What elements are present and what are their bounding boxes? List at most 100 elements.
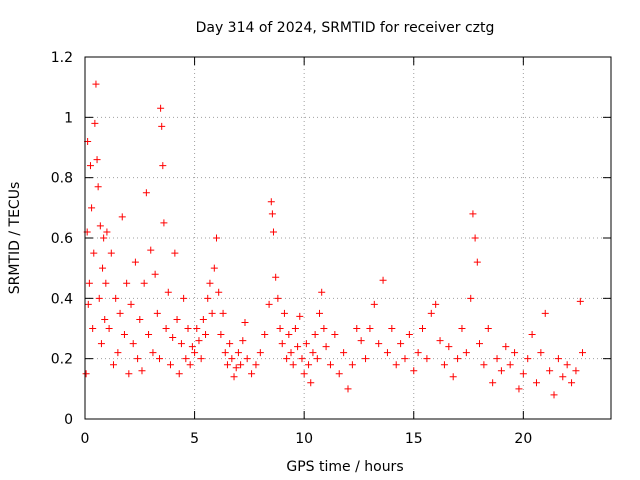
data-point	[102, 279, 110, 287]
data-point	[353, 325, 361, 332]
data-point	[480, 361, 488, 369]
data-point	[142, 189, 150, 197]
y-axis-label: SRMTID / TECUs	[7, 182, 23, 295]
data-point	[576, 297, 584, 305]
data-point	[93, 156, 101, 164]
data-point	[241, 318, 249, 326]
data-point	[331, 331, 339, 339]
data-point	[157, 104, 165, 112]
data-point	[502, 343, 510, 351]
data-point	[471, 234, 479, 242]
data-point	[114, 349, 122, 357]
data-point	[180, 294, 188, 302]
data-point	[511, 349, 519, 357]
data-point	[278, 340, 286, 348]
data-point	[397, 340, 405, 348]
data-point	[302, 340, 310, 348]
data-point	[524, 355, 532, 363]
data-point	[182, 355, 190, 363]
data-point	[322, 343, 330, 351]
data-point	[89, 325, 97, 332]
data-point	[316, 309, 324, 317]
data-point	[191, 349, 199, 357]
data-point	[291, 325, 299, 332]
data-point	[136, 315, 144, 323]
data-point	[90, 249, 98, 257]
data-point	[82, 370, 90, 378]
data-point	[309, 349, 317, 357]
data-point	[537, 349, 545, 357]
data-point	[204, 294, 212, 302]
data-point	[519, 370, 527, 378]
data-point	[88, 204, 96, 212]
data-point	[572, 367, 580, 375]
x-tick-label: 5	[190, 431, 199, 447]
data-point	[272, 273, 280, 281]
data-point	[101, 315, 109, 323]
data-point	[100, 234, 108, 242]
data-point	[208, 309, 216, 317]
data-point	[85, 279, 93, 287]
data-point	[379, 276, 387, 284]
data-point	[432, 300, 440, 308]
data-point	[237, 361, 245, 369]
data-point	[388, 325, 396, 332]
data-point	[95, 294, 103, 302]
data-point	[532, 379, 540, 387]
data-point	[311, 331, 319, 339]
data-point	[127, 300, 135, 308]
data-point	[473, 258, 481, 266]
data-point	[159, 162, 167, 170]
data-point	[86, 162, 94, 170]
data-point	[162, 325, 170, 332]
x-tick-label: 15	[405, 431, 423, 447]
data-point	[232, 364, 240, 372]
axis-ticks: 0 0.2 0.4 0.6 0.8 1 1.2 0 5 10 15 20	[51, 50, 611, 447]
data-point	[274, 294, 282, 302]
data-point	[184, 325, 192, 332]
data-point	[320, 325, 328, 332]
data-point	[410, 367, 418, 375]
data-point	[140, 279, 148, 287]
y-tick-label: 0.8	[51, 171, 73, 187]
data-point	[267, 198, 275, 206]
data-point	[131, 258, 139, 266]
data-point	[116, 309, 124, 317]
data-point	[202, 331, 210, 339]
data-point	[307, 379, 315, 387]
data-point	[493, 355, 501, 363]
data-point	[269, 228, 277, 236]
data-point	[546, 367, 554, 375]
y-tick-label: 0.4	[51, 291, 73, 307]
data-point	[186, 361, 194, 369]
data-point	[120, 331, 128, 339]
data-point	[252, 361, 260, 369]
data-point	[296, 312, 304, 320]
data-point	[197, 355, 205, 363]
data-point	[164, 288, 172, 296]
data-point	[348, 361, 356, 369]
plot-frame	[84, 56, 612, 420]
data-point	[506, 361, 514, 369]
data-point	[579, 349, 587, 357]
data-point	[440, 361, 448, 369]
data-point	[96, 222, 104, 230]
data-point	[228, 355, 236, 363]
data-point	[261, 331, 269, 339]
data-point	[268, 210, 276, 218]
data-point	[541, 309, 549, 317]
data-point	[156, 355, 164, 363]
data-point	[125, 370, 133, 378]
data-point	[423, 355, 431, 363]
data-point	[476, 340, 483, 348]
data-point	[454, 355, 462, 363]
data-point	[147, 246, 155, 254]
data-point	[287, 349, 295, 357]
y-tick-label: 0	[64, 412, 73, 428]
x-axis-label: GPS time / hours	[286, 459, 403, 475]
data-point	[357, 337, 365, 345]
data-point	[221, 349, 229, 357]
data-point	[166, 361, 174, 369]
data-point	[169, 334, 177, 342]
x-tick-label: 20	[514, 431, 532, 447]
